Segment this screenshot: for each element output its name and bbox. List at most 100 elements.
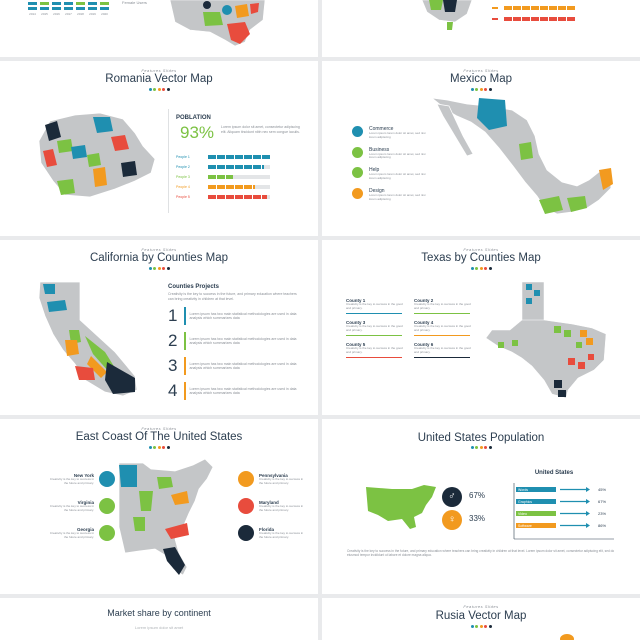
east-left-list: New York Creativity is the key to success… [20,471,115,552]
chart-value-label: 23% [598,511,606,516]
slide-caption: Features Slides [463,604,499,609]
title-dots [322,625,640,628]
mexico-map [430,97,613,215]
slide-market: Market share by continent Lorem ipsum do… [0,598,318,640]
male-icon: ♂ [442,487,462,507]
state-desc: Creativity is the key to success in the … [259,503,304,512]
people-row: People 4 [176,185,270,189]
county-project: 4 Lorem ipsum has two main statistical me… [168,381,300,401]
slide-rusia: Features Slides Rusia Vector Map [322,598,640,640]
people-bar-track [208,185,270,189]
people-bar-fill [208,155,270,159]
year-item: 2016 [52,2,61,16]
county-underline [414,312,470,315]
chart-value-label: 45% [598,487,606,492]
county-underline [414,356,470,359]
state-item: Maryland Creativity is the key to success… [238,498,318,514]
texas-map [485,281,607,399]
mexico-item-desc: Lorem ipsum lorem dolor sit amet, sed ni… [369,151,426,160]
counties-intro: Creativity is the key to success in the … [168,292,297,301]
people-label: People 2 [176,165,190,169]
county-label: County 1 [346,298,366,303]
project-text: Lorem ipsum has two main statistical met… [189,361,297,371]
people-label: People 3 [176,175,190,179]
people-bar-track [208,155,270,159]
chart-category-label: Video [518,512,527,516]
romania-map [38,112,156,198]
mexico-item-text: Help Lorem ipsum lorem dolor sit amet, se… [369,167,427,181]
title-dots [0,267,318,270]
project-text: Lorem ipsum has two main statistical met… [189,336,297,346]
population-text: Lorem ipsum dolor sit amet, consectetur … [221,125,300,134]
year-swatch [100,2,109,5]
california-map [38,281,138,397]
slide-caption: Features Slides [141,247,177,252]
year-swatch [100,7,109,10]
slide-title: East Coast Of The United States [75,431,243,443]
female-value: 33% [469,514,486,523]
county-text: Creativity is the key to success in the … [414,324,471,332]
county-text: Creativity is the key to success in the … [346,324,403,332]
title-dots [322,446,640,449]
state-icon [99,525,115,541]
county-underline [346,334,402,337]
orange-red-bars [492,0,576,21]
orange-shape [560,634,574,640]
people-bar-track [208,165,270,169]
map-partial [421,0,473,30]
state-item: Florida Creativity is the key to success … [238,525,318,541]
people-bar-track [208,175,270,179]
county-text: Creativity is the key to success in the … [346,302,403,310]
county-text: Creativity is the key to success in the … [414,302,471,310]
county-card: County 6 Creativity is the key to success… [414,342,478,359]
slide-romania: Features Slides Romania Vector Map POBLA… [0,61,318,236]
county-label: County 5 [346,342,366,348]
year-swatch [88,7,97,10]
people-label: People 5 [176,195,190,199]
year-label: 2020 [101,12,108,16]
footer-text: Creativity is the key to success in the … [347,549,615,557]
mexico-item-label: Business [369,146,390,153]
county-card: County 5 Creativity is the key to success… [346,342,410,359]
slide-title: Market share by continent [107,608,211,618]
mexico-item-label: Design [369,187,385,194]
slide-top-left: 2014 2015 2016 2017 2018 2019 2020 Female User… [0,0,318,57]
county-text: Creativity is the key to success in the … [414,346,471,354]
people-label: People 4 [176,185,190,189]
year-swatch [76,2,85,5]
year-swatch [52,7,61,10]
slide-mexico: Features Slides Mexico Map Commerce Lorem… [322,61,640,236]
mexico-item-desc: Lorem ipsum lorem dolor sit amet, sed ni… [369,192,426,201]
chart-bar [516,523,556,528]
year-swatch [28,2,37,5]
slide-texas: Features Slides Texas by Counties Map Co… [322,240,640,415]
chart-arrowhead [586,487,590,492]
project-divider [184,307,186,325]
chart-arrowhead [586,511,590,516]
county-underline [346,356,402,359]
county-text: Creativity is the key to success in the … [346,346,403,354]
chart-category-label: Graphics [518,500,532,504]
mexico-item: Business Lorem ipsum lorem dolor sit amet… [352,146,427,161]
state-icon [238,525,254,541]
state-label: Pennsylvania [259,472,288,478]
people-bar-track [208,195,270,199]
slide-title: Texas by Counties Map [421,252,541,264]
state-text: Florida Creativity is the key to success … [259,527,304,540]
help-icon [352,167,363,179]
title-dots [0,88,318,91]
mexico-item-desc: Lorem ipsum lorem dolor sit amet, sed ni… [369,131,426,139]
usa-map-partial [169,0,266,47]
state-desc: Creativity is the key to success in the … [49,476,94,485]
state-text: Pennsylvania Creativity is the key to suc… [259,473,304,486]
population-value: 93% [180,123,215,142]
car-icon [352,146,363,158]
east-right-list: Pennsylvania Creativity is the key to suc… [238,471,318,552]
county-card: County 3 Creativity is the key to success… [346,320,410,337]
county-grid: County 1 Creativity is the key to success… [346,298,478,359]
state-label: Virginia [77,499,94,505]
people-bar-fill [208,165,264,169]
slide-title: Romania Vector Map [105,73,213,85]
population-chart: Words 45% Graphics 67% Video 23% Software 86% [513,483,614,540]
divider [168,109,169,213]
